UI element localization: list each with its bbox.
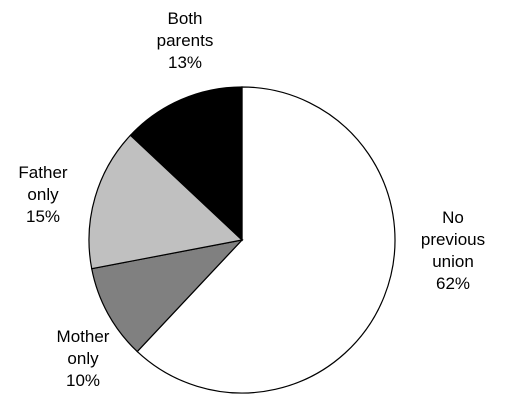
slice-value-label: 62%: [436, 274, 470, 293]
slice-category-label: only: [67, 349, 99, 368]
slice-category-label: Both: [168, 9, 203, 28]
pie-labels: No previous union 62% Mother only 10% Father onl…: [18, 9, 485, 390]
pie-slices: [88, 86, 396, 394]
slice-label-no-previous-union: No previous union 62%: [421, 208, 485, 293]
slice-category-label: No: [442, 208, 464, 227]
slice-category-label: Father: [18, 163, 67, 182]
pie-slice-father-only: [88, 134, 244, 270]
pie-slice-both-parents: [129, 86, 243, 242]
slice-value-label: 10%: [66, 371, 100, 390]
slice-category-label: Mother: [57, 327, 110, 346]
slice-category-label: only: [27, 185, 59, 204]
slice-category-label: parents: [157, 31, 214, 50]
slice-label-mother-only: Mother only 10%: [57, 327, 110, 390]
slice-label-both-parents: Both parents 13%: [157, 9, 214, 72]
slice-value-label: 15%: [26, 207, 60, 226]
slice-label-father-only: Father only 15%: [18, 163, 67, 226]
pie-slice-no-previous-union: [136, 86, 396, 394]
slice-category-label: union: [432, 252, 474, 271]
pie-slice-mother-only: [91, 239, 244, 353]
slice-category-label: previous: [421, 230, 485, 249]
slice-value-label: 13%: [168, 53, 202, 72]
